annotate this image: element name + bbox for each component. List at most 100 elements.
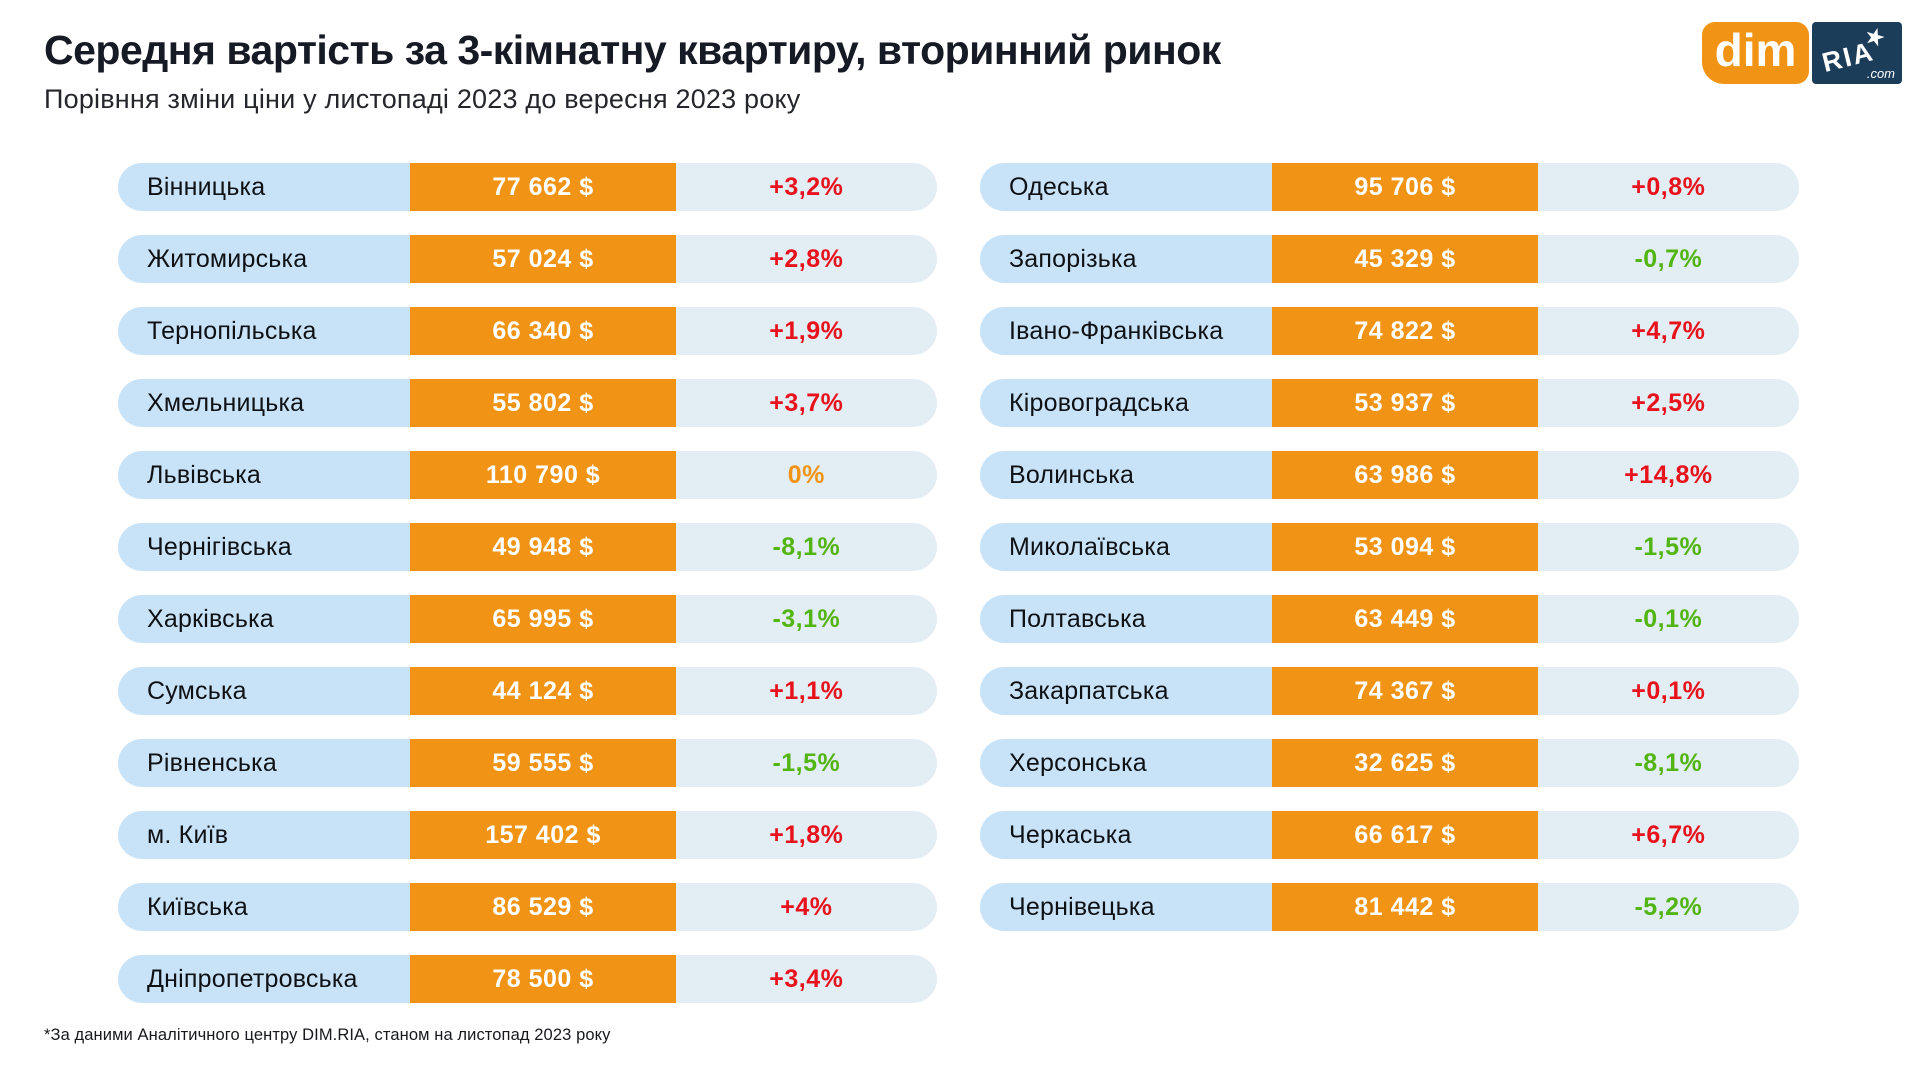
table-row: Херсонська 32 625 $ -8,1% [980, 739, 1799, 787]
price-label: 53 937 $ [1354, 388, 1456, 417]
change-cell: +14,8% [1537, 451, 1799, 499]
change-label: -1,5% [1634, 532, 1703, 561]
region-cell: Рівненська [118, 739, 411, 787]
price-cell: 57 024 $ [410, 235, 676, 283]
price-label: 81 442 $ [1354, 892, 1456, 921]
change-cell: +0,8% [1537, 163, 1799, 211]
price-cell: 78 500 $ [410, 955, 676, 1003]
change-cell: +3,2% [675, 163, 937, 211]
price-cell: 95 706 $ [1272, 163, 1538, 211]
change-label: +0,8% [1631, 172, 1706, 201]
region-price-table-right: Одеська 95 706 $ +0,8% Запорізька 45 329… [980, 163, 1799, 1027]
region-cell: Дніпропетровська [118, 955, 411, 1003]
change-cell: -1,5% [1537, 523, 1799, 571]
price-cell: 65 995 $ [410, 595, 676, 643]
change-cell: +2,5% [1537, 379, 1799, 427]
change-cell: -0,7% [1537, 235, 1799, 283]
price-cell: 55 802 $ [410, 379, 676, 427]
change-cell: +3,7% [675, 379, 937, 427]
price-cell: 44 124 $ [410, 667, 676, 715]
region-label: Запорізька [1009, 244, 1137, 273]
region-cell: Запорізька [980, 235, 1273, 283]
region-cell: Харківська [118, 595, 411, 643]
region-label: Черкаська [1009, 820, 1132, 849]
change-cell: +4% [675, 883, 937, 931]
change-cell: +0,1% [1537, 667, 1799, 715]
region-cell: Івано-Франківська [980, 307, 1273, 355]
price-cell: 157 402 $ [410, 811, 676, 859]
region-cell: Закарпатська [980, 667, 1273, 715]
region-label: м. Київ [147, 820, 229, 849]
price-label: 74 822 $ [1354, 316, 1456, 345]
change-cell: +3,4% [675, 955, 937, 1003]
table-row: Запорізька 45 329 $ -0,7% [980, 235, 1799, 283]
region-label: Полтавська [1009, 604, 1146, 633]
change-cell: +4,7% [1537, 307, 1799, 355]
table-row: Дніпропетровська 78 500 $ +3,4% [118, 955, 937, 1003]
change-label: +4,7% [1631, 316, 1706, 345]
change-label: -5,2% [1634, 892, 1703, 921]
table-row: Полтавська 63 449 $ -0,1% [980, 595, 1799, 643]
table-row: Харківська 65 995 $ -3,1% [118, 595, 937, 643]
table-row: Миколаївська 53 094 $ -1,5% [980, 523, 1799, 571]
table-row: Волинська 63 986 $ +14,8% [980, 451, 1799, 499]
change-cell: -3,1% [675, 595, 937, 643]
change-cell: +2,8% [675, 235, 937, 283]
change-cell: +1,9% [675, 307, 937, 355]
dim-logo: dim [1702, 22, 1809, 84]
region-label: Хмельницька [147, 388, 305, 417]
region-cell: Вінницька [118, 163, 411, 211]
region-cell: Волинська [980, 451, 1273, 499]
change-label: +2,5% [1631, 388, 1706, 417]
region-label: Чернівецька [1009, 892, 1155, 921]
page-title: Середня вартість за 3-кімнатну квартиру,… [44, 27, 1221, 73]
change-label: +4% [780, 892, 833, 921]
price-cell: 45 329 $ [1272, 235, 1538, 283]
ria-com-label: .com [1866, 66, 1895, 81]
price-label: 66 617 $ [1354, 820, 1456, 849]
change-label: -3,1% [772, 604, 841, 633]
change-label: -1,5% [772, 748, 841, 777]
region-label: Київська [147, 892, 248, 921]
region-label: Рівненська [147, 748, 277, 777]
price-label: 157 402 $ [485, 820, 601, 849]
footnote: *За даними Аналітичного центру DIM.RIA, … [44, 1026, 611, 1044]
table-row: Вінницька 77 662 $ +3,2% [118, 163, 937, 211]
change-label: +14,8% [1624, 460, 1713, 489]
price-cell: 74 367 $ [1272, 667, 1538, 715]
region-cell: Чернівецька [980, 883, 1273, 931]
price-label: 95 706 $ [1354, 172, 1456, 201]
change-label: +2,8% [769, 244, 844, 273]
price-label: 65 995 $ [492, 604, 594, 633]
region-label: Закарпатська [1009, 676, 1169, 705]
region-label: Кіровоградська [1009, 388, 1190, 417]
price-label: 45 329 $ [1354, 244, 1456, 273]
price-cell: 49 948 $ [410, 523, 676, 571]
table-row: м. Київ 157 402 $ +1,8% [118, 811, 937, 859]
table-row: Житомирська 57 024 $ +2,8% [118, 235, 937, 283]
region-price-tables: Вінницька 77 662 $ +3,2% Житомирська 57 … [118, 163, 1799, 1027]
change-label: +0,1% [1631, 676, 1706, 705]
table-row: Івано-Франківська 74 822 $ +4,7% [980, 307, 1799, 355]
change-cell: -0,1% [1537, 595, 1799, 643]
region-cell: Хмельницька [118, 379, 411, 427]
region-label: Волинська [1009, 460, 1135, 489]
change-label: -8,1% [1634, 748, 1703, 777]
price-cell: 59 555 $ [410, 739, 676, 787]
region-cell: Тернопільська [118, 307, 411, 355]
table-row: Чернівецька 81 442 $ -5,2% [980, 883, 1799, 931]
price-cell: 32 625 $ [1272, 739, 1538, 787]
table-row: Одеська 95 706 $ +0,8% [980, 163, 1799, 211]
region-price-table-left: Вінницька 77 662 $ +3,2% Житомирська 57 … [118, 163, 937, 1027]
region-cell: м. Київ [118, 811, 411, 859]
page-subtitle: Порівння зміни ціни у листопаді 2023 до … [44, 84, 801, 115]
table-row: Тернопільська 66 340 $ +1,9% [118, 307, 937, 355]
change-cell: -5,2% [1537, 883, 1799, 931]
price-cell: 66 340 $ [410, 307, 676, 355]
region-cell: Миколаївська [980, 523, 1273, 571]
region-label: Миколаївська [1009, 532, 1171, 561]
change-label: -0,1% [1634, 604, 1703, 633]
region-cell: Одеська [980, 163, 1273, 211]
region-cell: Херсонська [980, 739, 1273, 787]
